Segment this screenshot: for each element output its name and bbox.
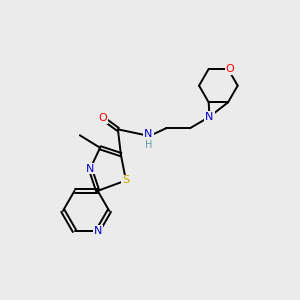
Text: O: O	[98, 113, 107, 123]
Text: N: N	[144, 129, 153, 139]
Text: H: H	[145, 140, 152, 150]
Text: N: N	[205, 112, 214, 122]
Text: S: S	[122, 176, 130, 185]
Text: O: O	[226, 64, 235, 74]
Text: N: N	[86, 164, 94, 174]
Text: N: N	[94, 226, 102, 236]
